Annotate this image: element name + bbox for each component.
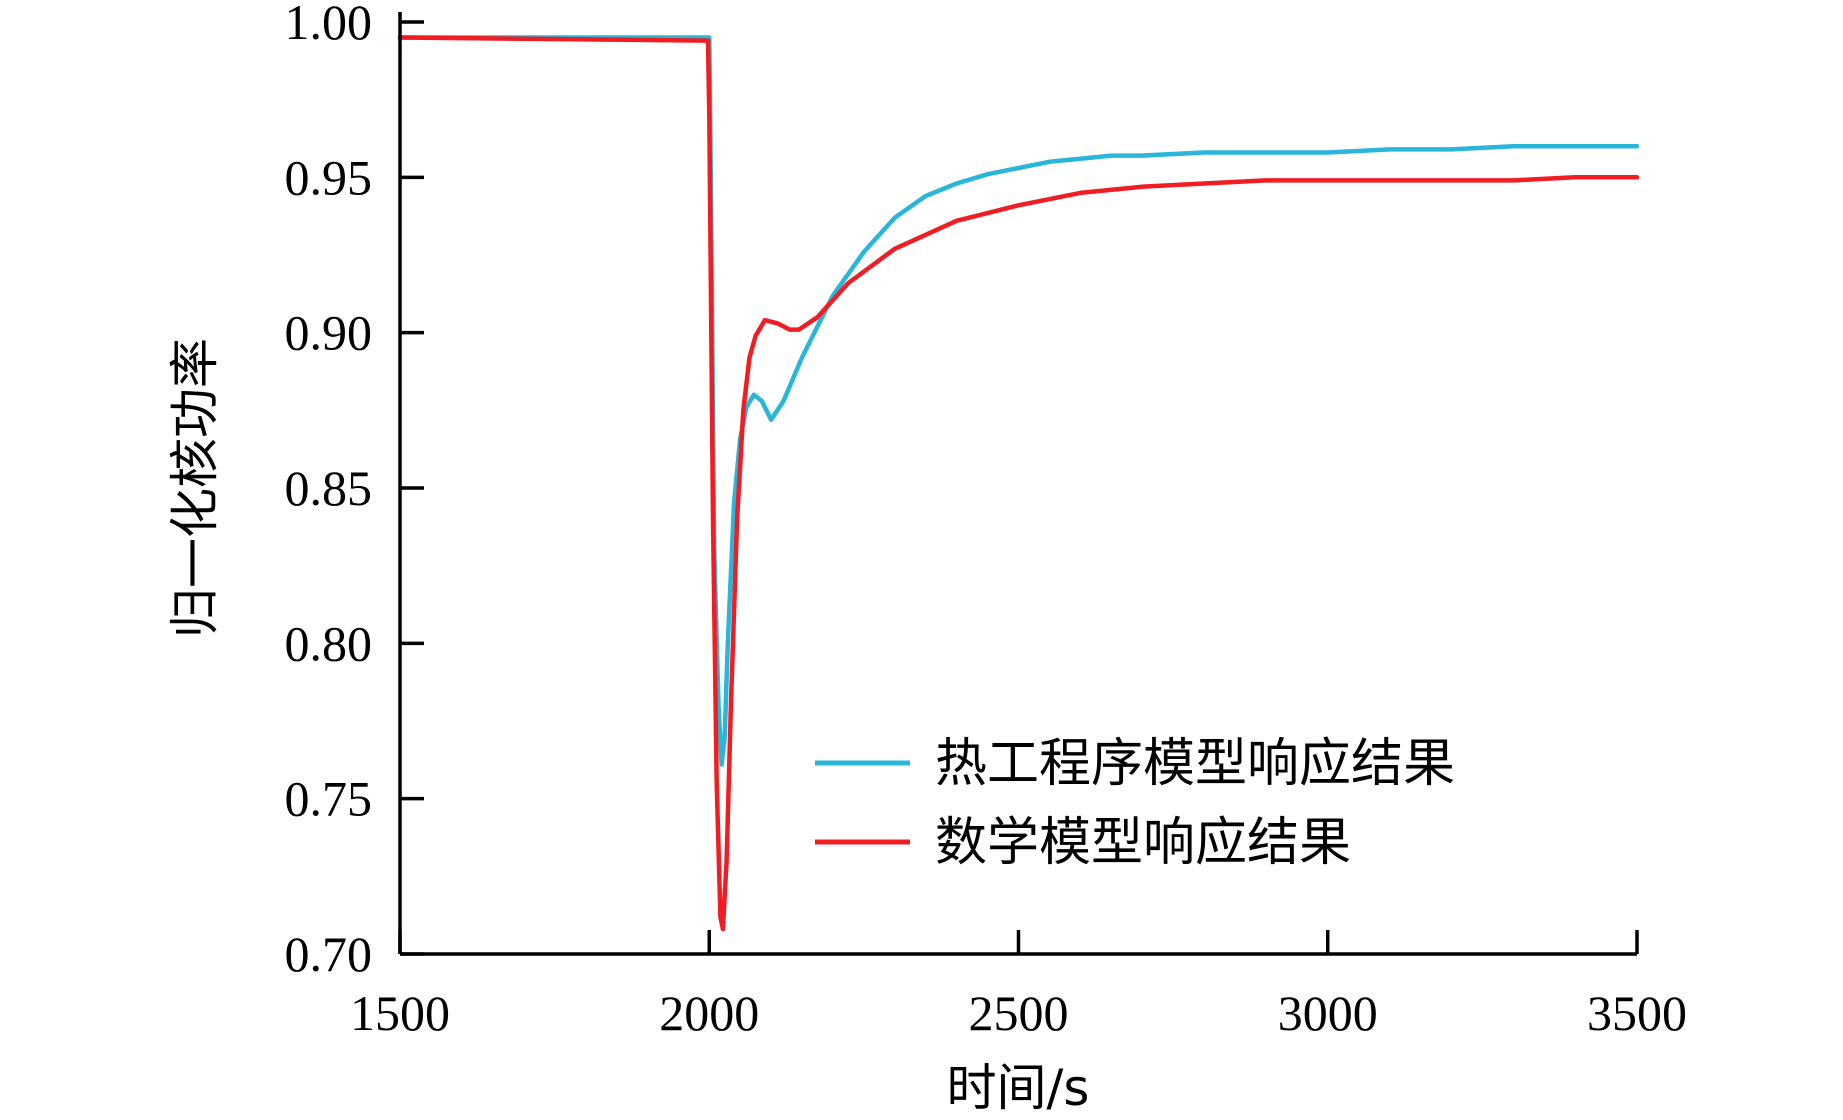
- legend-label-2: 数学模型响应结果: [935, 813, 1351, 873]
- x-tick-label: 3500: [1587, 985, 1687, 1041]
- y-tick-label: 0.95: [285, 149, 373, 205]
- x-tick-label: 1500: [350, 985, 450, 1041]
- y-tick-label: 0.70: [285, 926, 373, 982]
- x-tick-label: 2500: [969, 985, 1069, 1041]
- x-axis-title: 时间/s: [947, 1059, 1090, 1117]
- x-tick-label: 2000: [659, 985, 759, 1041]
- y-tick-label: 0.90: [285, 305, 373, 361]
- y-tick-label: 1.00: [285, 0, 373, 50]
- y-tick-label: 0.85: [285, 460, 373, 516]
- series-layer: [397, 35, 1640, 932]
- y-tick-label: 0.80: [285, 615, 373, 671]
- y-axis-title: 归一化核功率: [166, 338, 224, 638]
- x-tick-label: 3000: [1278, 985, 1378, 1041]
- ticks: 1500 2000 2500 3000 3500 0.70 0.75 0.80 0.85 0.90…: [285, 0, 1688, 1041]
- series-line-1: [397, 35, 1640, 767]
- legend-label-1: 热工程序模型响应结果: [935, 734, 1455, 794]
- y-tick-label: 0.75: [285, 771, 373, 827]
- series-line-2: [397, 35, 1640, 932]
